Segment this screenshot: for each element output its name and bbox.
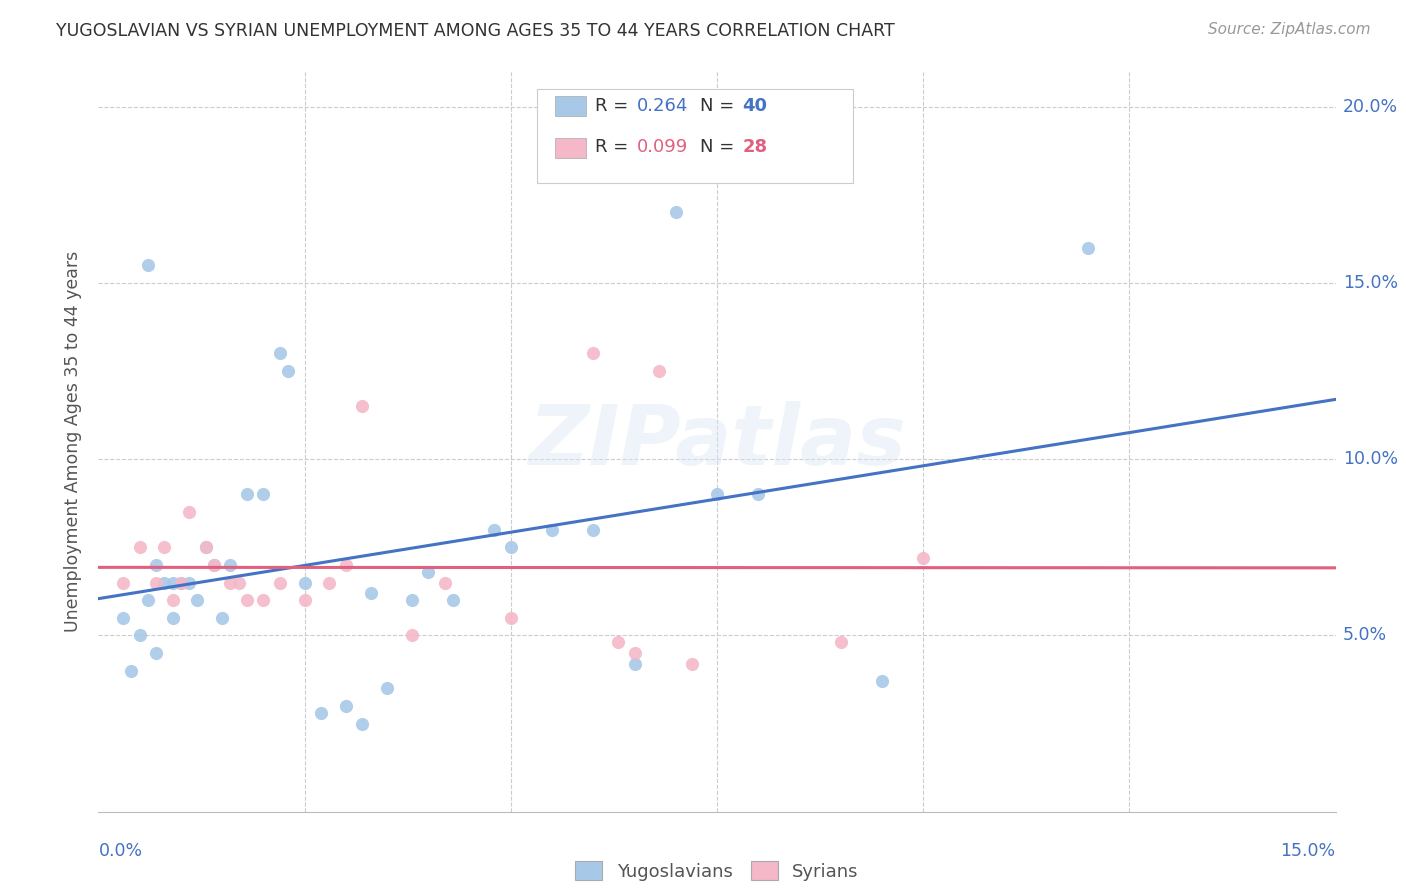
Point bbox=[830, 635, 852, 649]
Point bbox=[112, 611, 135, 625]
Point bbox=[269, 575, 291, 590]
Point bbox=[202, 558, 225, 572]
Point bbox=[294, 593, 316, 607]
Text: 40: 40 bbox=[742, 97, 768, 115]
Point bbox=[541, 523, 564, 537]
Point bbox=[623, 657, 645, 671]
Point bbox=[162, 593, 184, 607]
Point bbox=[170, 575, 193, 590]
Point bbox=[401, 593, 423, 607]
Point bbox=[186, 593, 208, 607]
Text: ZIPatlas: ZIPatlas bbox=[529, 401, 905, 482]
Point bbox=[335, 558, 357, 572]
Point bbox=[648, 364, 671, 378]
Point bbox=[112, 575, 135, 590]
Point bbox=[623, 646, 645, 660]
Point bbox=[128, 628, 150, 642]
Text: 20.0%: 20.0% bbox=[1343, 97, 1398, 116]
Point bbox=[179, 575, 201, 590]
Point bbox=[153, 541, 176, 555]
Point bbox=[252, 593, 274, 607]
Text: 0.264: 0.264 bbox=[637, 97, 689, 115]
Point bbox=[433, 575, 456, 590]
Text: 28: 28 bbox=[742, 138, 768, 156]
Text: 0.099: 0.099 bbox=[637, 138, 688, 156]
Point bbox=[162, 575, 184, 590]
Point bbox=[145, 575, 167, 590]
Point bbox=[219, 575, 242, 590]
Point bbox=[912, 550, 935, 565]
Point bbox=[294, 575, 316, 590]
Point bbox=[401, 628, 423, 642]
Text: YUGOSLAVIAN VS SYRIAN UNEMPLOYMENT AMONG AGES 35 TO 44 YEARS CORRELATION CHART: YUGOSLAVIAN VS SYRIAN UNEMPLOYMENT AMONG… bbox=[56, 22, 896, 40]
Point bbox=[870, 674, 893, 689]
Text: 0.0%: 0.0% bbox=[98, 842, 142, 860]
Text: 15.0%: 15.0% bbox=[1343, 274, 1398, 292]
Point bbox=[194, 541, 217, 555]
Point bbox=[153, 575, 176, 590]
Text: R =: R = bbox=[595, 97, 634, 115]
Point bbox=[179, 505, 201, 519]
Point bbox=[252, 487, 274, 501]
Point bbox=[582, 346, 605, 360]
Legend: Yugoslavians, Syrians: Yugoslavians, Syrians bbox=[568, 854, 866, 888]
Point bbox=[145, 646, 167, 660]
Point bbox=[318, 575, 340, 590]
Point bbox=[170, 575, 193, 590]
Text: 5.0%: 5.0% bbox=[1343, 626, 1386, 644]
Text: 10.0%: 10.0% bbox=[1343, 450, 1398, 468]
Point bbox=[136, 593, 159, 607]
Point bbox=[747, 487, 769, 501]
Point bbox=[499, 541, 522, 555]
Point bbox=[228, 575, 250, 590]
Point bbox=[352, 716, 374, 731]
Point bbox=[582, 523, 605, 537]
Point bbox=[219, 558, 242, 572]
Point bbox=[277, 364, 299, 378]
Point bbox=[211, 611, 233, 625]
Point bbox=[352, 399, 374, 413]
Point bbox=[484, 523, 506, 537]
Point bbox=[236, 593, 259, 607]
Point bbox=[418, 565, 440, 579]
Point bbox=[360, 586, 382, 600]
Point bbox=[202, 558, 225, 572]
Point bbox=[681, 657, 703, 671]
Point bbox=[236, 487, 259, 501]
Point bbox=[136, 258, 159, 272]
Point bbox=[194, 541, 217, 555]
Point bbox=[1077, 241, 1099, 255]
Point bbox=[128, 541, 150, 555]
Point bbox=[120, 664, 142, 678]
Point bbox=[441, 593, 464, 607]
Y-axis label: Unemployment Among Ages 35 to 44 years: Unemployment Among Ages 35 to 44 years bbox=[63, 251, 82, 632]
Point bbox=[499, 611, 522, 625]
Point bbox=[706, 487, 728, 501]
Text: R =: R = bbox=[595, 138, 634, 156]
Text: N =: N = bbox=[700, 138, 740, 156]
Text: 15.0%: 15.0% bbox=[1281, 842, 1336, 860]
Point bbox=[309, 706, 332, 720]
Text: N =: N = bbox=[700, 97, 740, 115]
Point bbox=[269, 346, 291, 360]
Point bbox=[375, 681, 398, 696]
Point bbox=[607, 635, 630, 649]
Text: Source: ZipAtlas.com: Source: ZipAtlas.com bbox=[1208, 22, 1371, 37]
Point bbox=[335, 698, 357, 713]
Point bbox=[162, 611, 184, 625]
Point bbox=[665, 205, 688, 219]
Point bbox=[145, 558, 167, 572]
